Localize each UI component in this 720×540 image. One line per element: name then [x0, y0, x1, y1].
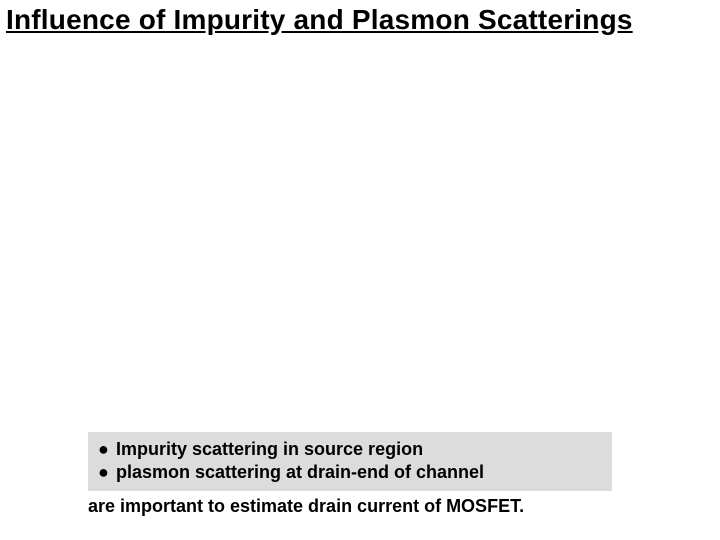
slide-title: Influence of Impurity and Plasmon Scatte…	[6, 4, 633, 36]
slide: Influence of Impurity and Plasmon Scatte…	[0, 0, 720, 540]
bullet-text: plasmon scattering at drain-end of chann…	[116, 461, 484, 484]
bullet-dot-icon: ●	[98, 438, 116, 461]
conclusion-text: are important to estimate drain current …	[88, 496, 524, 517]
bullet-item: ● Impurity scattering in source region	[98, 438, 602, 461]
bullet-dot-icon: ●	[98, 461, 116, 484]
bullet-text: Impurity scattering in source region	[116, 438, 423, 461]
bullet-item: ● plasmon scattering at drain-end of cha…	[98, 461, 602, 484]
highlight-box: ● Impurity scattering in source region ●…	[88, 432, 612, 491]
